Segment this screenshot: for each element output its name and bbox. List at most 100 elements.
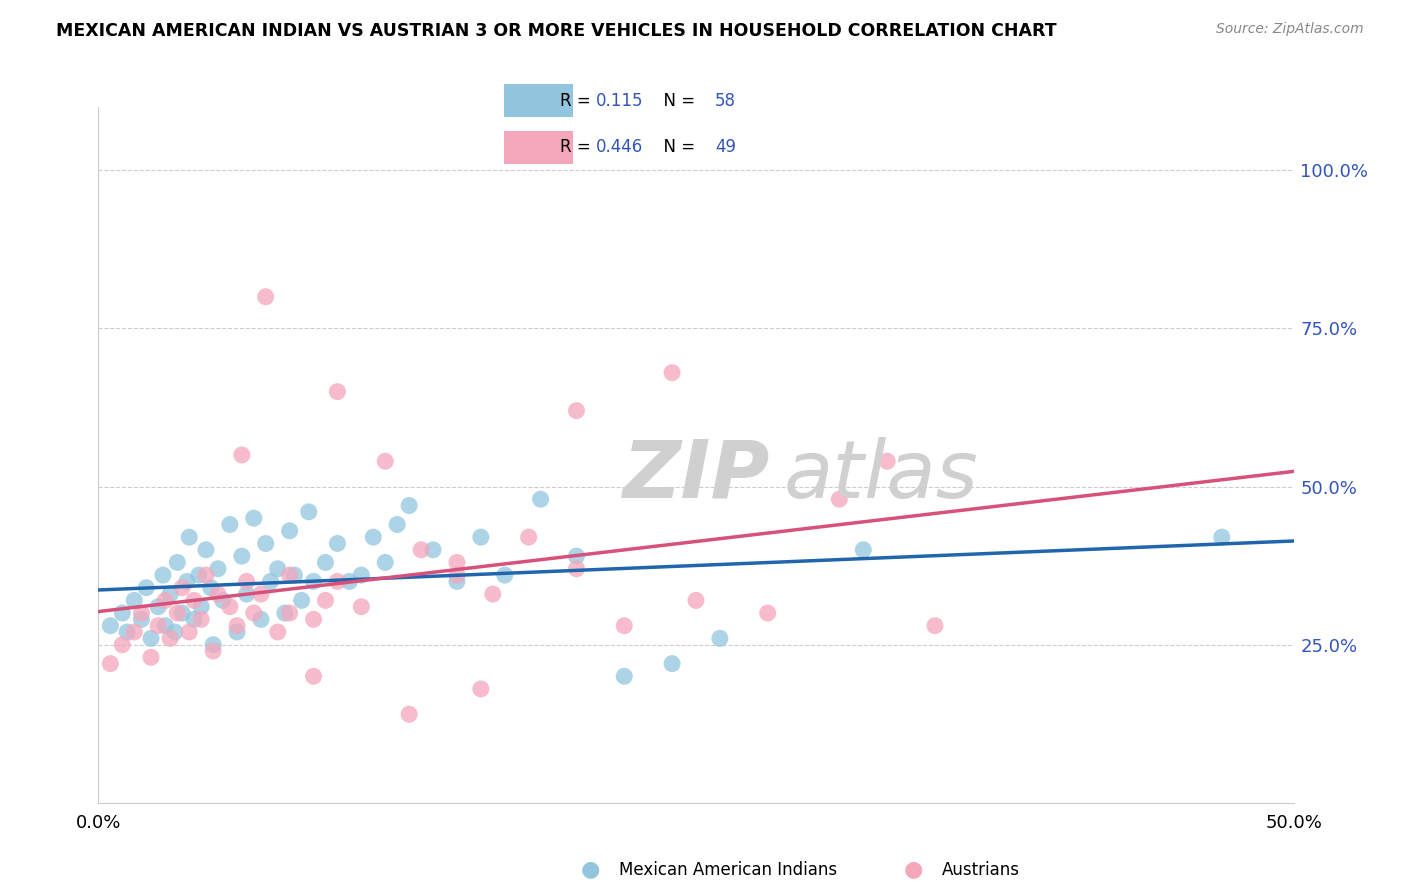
Point [219,517,242,532]
Text: 0.446: 0.446 [596,138,643,156]
Point [200,581,222,595]
Point [98,657,122,671]
Point [254,290,277,304]
Point [470,530,492,544]
Point [565,549,588,563]
Text: R =: R = [560,92,596,110]
Point [207,587,229,601]
Point [315,556,337,570]
Point [254,536,277,550]
Point [661,657,683,671]
Text: N =: N = [652,138,700,156]
Point [172,581,194,595]
Point [446,556,468,570]
Text: Austrians: Austrians [942,861,1019,879]
Text: atlas: atlas [783,437,979,515]
Text: N =: N = [652,92,700,110]
Point [298,505,321,519]
Point [470,681,492,696]
Bar [505,131,572,164]
Point [529,492,551,507]
Point [374,556,396,570]
Text: ●: ● [904,860,924,880]
Point [446,574,468,589]
Point [139,650,162,665]
Point [1211,530,1233,544]
Text: Source: ZipAtlas.com: Source: ZipAtlas.com [1216,22,1364,37]
Text: 58: 58 [714,92,735,110]
Point [828,492,851,507]
Point [211,593,233,607]
Point [565,403,588,417]
Point [852,542,875,557]
Point [385,517,409,532]
Point [131,612,153,626]
Point [267,625,290,640]
Bar [505,84,572,118]
Point [613,618,636,632]
Point [231,549,253,563]
Point [924,618,946,632]
Point [685,593,707,607]
Point [135,581,157,595]
Point [124,593,146,607]
Point [243,606,266,620]
Point [176,574,198,589]
Point [302,669,325,683]
Point [411,542,433,557]
Point [190,599,212,614]
Point [446,568,468,582]
Text: 0.115: 0.115 [596,92,643,110]
Point [267,562,290,576]
Point [398,707,420,722]
Point [613,669,636,683]
Point [517,530,540,544]
Point [179,625,201,640]
Point [207,562,229,576]
Point [756,606,779,620]
Point [876,454,898,468]
Point [709,632,731,646]
Point [350,599,373,614]
Point [172,606,194,620]
Point [194,542,218,557]
Point [148,618,170,632]
Point [111,638,134,652]
Point [326,574,349,589]
Point [163,625,186,640]
Point [565,562,588,576]
Point [283,568,305,582]
Text: R =: R = [560,138,596,156]
Text: 49: 49 [714,138,735,156]
Point [250,587,273,601]
Point [148,599,170,614]
Point [159,587,181,601]
Point [315,593,337,607]
Point [398,499,420,513]
Point [124,625,146,640]
Point [274,606,297,620]
Point [661,366,683,380]
Point [152,568,174,582]
Point [326,384,349,399]
Point [179,530,201,544]
Point [481,587,505,601]
Text: ●: ● [581,860,600,880]
Point [111,606,134,620]
Point [194,568,218,582]
Point [350,568,373,582]
Point [326,536,349,550]
Point [235,587,257,601]
Point [131,606,153,620]
Point [231,448,253,462]
Point [374,454,396,468]
Point [302,612,325,626]
Point [183,593,205,607]
Text: ZIP: ZIP [623,437,769,515]
Point [302,574,325,589]
Point [139,632,162,646]
Point [166,606,188,620]
Point [235,574,257,589]
Text: MEXICAN AMERICAN INDIAN VS AUSTRIAN 3 OR MORE VEHICLES IN HOUSEHOLD CORRELATION : MEXICAN AMERICAN INDIAN VS AUSTRIAN 3 OR… [56,22,1057,40]
Point [166,556,188,570]
